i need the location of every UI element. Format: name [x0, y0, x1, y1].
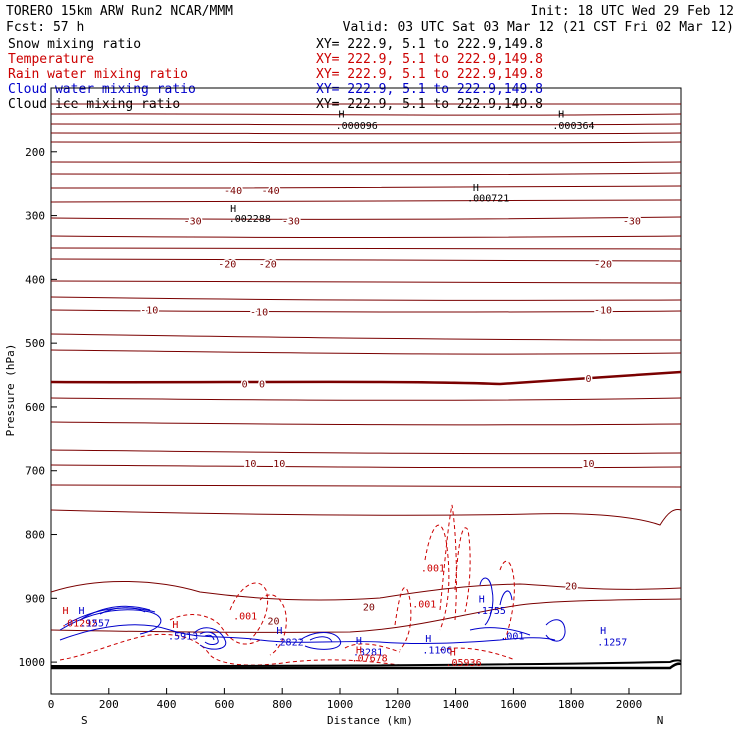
isotherm-label: -30: [623, 217, 641, 228]
plot-frame: [50, 87, 682, 695]
y-tick-label: 200: [25, 146, 45, 159]
field-annotation: H: [63, 606, 69, 617]
x-tick-label: 1400: [442, 698, 469, 711]
field-annotation: H: [425, 634, 431, 645]
y-tick-label: 600: [25, 401, 45, 414]
field-annotation: H: [356, 645, 362, 656]
field-annotation: H: [600, 626, 606, 637]
field-annotation: H: [172, 620, 178, 631]
field-annotation: .1755: [476, 606, 506, 617]
field-annotation: H: [356, 636, 362, 647]
legend-snow-xy: XY= 222.9, 5.1 to 222.9,149.8: [316, 37, 543, 52]
isotherm-label: 0: [259, 379, 265, 390]
field-annotation: .01292: [61, 619, 97, 630]
legend-cloud-water-xy: XY= 222.9, 5.1 to 222.9,149.8: [316, 82, 543, 97]
x-tick-label: 800: [272, 698, 292, 711]
isotherm-label: 10: [582, 459, 594, 470]
terrain-line: [51, 662, 682, 670]
y-axis-label: Pressure (hPa): [4, 344, 17, 437]
field-annotation: .2822: [274, 638, 304, 649]
x-end-label-left: S: [81, 714, 88, 727]
field-annotation: .5913: [168, 631, 198, 642]
x-axis-label: Distance (km): [327, 714, 413, 727]
field-annotation: H: [479, 594, 485, 605]
field-annotation: .001: [421, 564, 445, 575]
x-tick-label: 1800: [558, 698, 585, 711]
y-tick-label: 900: [25, 592, 45, 605]
legend-temperature-name: Temperature: [8, 52, 94, 67]
model-title: TORERO 15km ARW Run2 NCAR/MMM: [6, 4, 233, 19]
y-tick-label: 700: [25, 465, 45, 478]
valid-time: Valid: 03 UTC Sat 03 Mar 12 (21 CST Fri …: [343, 20, 734, 35]
legend: Snow mixing ratio XY= 222.9, 5.1 to 222.…: [8, 37, 543, 112]
field-annotation: .002288: [229, 214, 271, 225]
isotherm-label: 20: [363, 603, 375, 614]
isotherm-label: 20: [565, 582, 577, 593]
legend-cloud-water-name: Cloud water mixing ratio: [8, 82, 196, 97]
contour-labels: -40 -40-30 -30 -30-20 -20 -20-10 -10 -100 0 010 10…: [61, 110, 642, 670]
x-tick-label: 400: [157, 698, 177, 711]
isotherm-label: 10: [244, 459, 256, 470]
x-tick-label: 1000: [327, 698, 354, 711]
isotherm-label: -40: [224, 186, 242, 197]
legend-temperature-xy: XY= 222.9, 5.1 to 222.9,149.8: [316, 52, 543, 67]
forecast-hour: Fcst: 57 h: [6, 20, 84, 35]
y-tick-label: 800: [25, 529, 45, 542]
field-annotation: .000096: [336, 121, 378, 132]
field-annotation: H: [78, 606, 84, 617]
isotherm-label: -20: [594, 259, 612, 270]
isotherm-label: -10: [594, 305, 612, 316]
isotherm-label: -30: [184, 217, 202, 228]
x-tick-label: 600: [214, 698, 234, 711]
isotherm-label: -10: [140, 305, 158, 316]
legend-snow-name: Snow mixing ratio: [8, 37, 141, 52]
y-tick-label: 400: [25, 273, 45, 286]
x-tick-label: 1600: [500, 698, 527, 711]
field-annotation: H: [339, 110, 345, 121]
field-annotation: .07678: [352, 654, 388, 665]
isotherm-label: 0: [586, 374, 592, 385]
x-tick-label: 0: [48, 698, 55, 711]
field-annotation: .001: [233, 612, 257, 623]
field-annotation: H: [230, 204, 236, 215]
x-end-label-right: N: [657, 714, 664, 727]
y-tick-label: 300: [25, 210, 45, 223]
field-annotation: .000364: [552, 121, 594, 132]
y-tick-label: 1000: [19, 656, 46, 669]
field-annotation: .1257: [597, 638, 627, 649]
isotherm-label: 10: [273, 459, 285, 470]
x-tick-label: 1200: [385, 698, 412, 711]
y-tick-label: 500: [25, 337, 45, 350]
legend-rain-name: Rain water mixing ratio: [8, 67, 188, 82]
field-annotation: .000721: [467, 194, 509, 205]
rain-water-contours: [59, 504, 516, 666]
x-tick-label: 2000: [616, 698, 643, 711]
field-annotation: H: [558, 110, 564, 121]
isotherm-label: -10: [250, 307, 268, 318]
field-annotation: H: [450, 647, 456, 658]
cloud-water-contours: [59, 577, 566, 650]
field-annotation: .001: [412, 599, 436, 610]
field-annotation: H: [276, 626, 282, 637]
isotherm-label: -20: [218, 259, 236, 270]
field-annotation: .3281: [353, 647, 383, 658]
legend-rain-xy: XY= 222.9, 5.1 to 222.9,149.8: [316, 67, 543, 82]
isotherm-label: -30: [282, 217, 300, 228]
field-annotation: .1557: [80, 619, 110, 630]
isotherm-label: 20: [267, 617, 279, 628]
field-annotation: .001: [500, 631, 524, 642]
isotherm-lines: [50, 103, 682, 633]
field-annotation: .1106: [422, 645, 452, 656]
field-annotation: .05936: [445, 658, 481, 669]
x-tick-label: 200: [99, 698, 119, 711]
init-time: Init: 18 UTC Wed 29 Feb 12: [531, 4, 735, 19]
isotherm-label: -20: [259, 259, 277, 270]
isotherm-label: -40: [262, 186, 280, 197]
isotherm-label: 0: [242, 379, 248, 390]
axes: 0 200 400 600 800 1000 1200 1400 1600 1800 2000200…: [19, 146, 643, 711]
snow-contours: [50, 659, 682, 667]
field-annotation: H: [473, 183, 479, 194]
